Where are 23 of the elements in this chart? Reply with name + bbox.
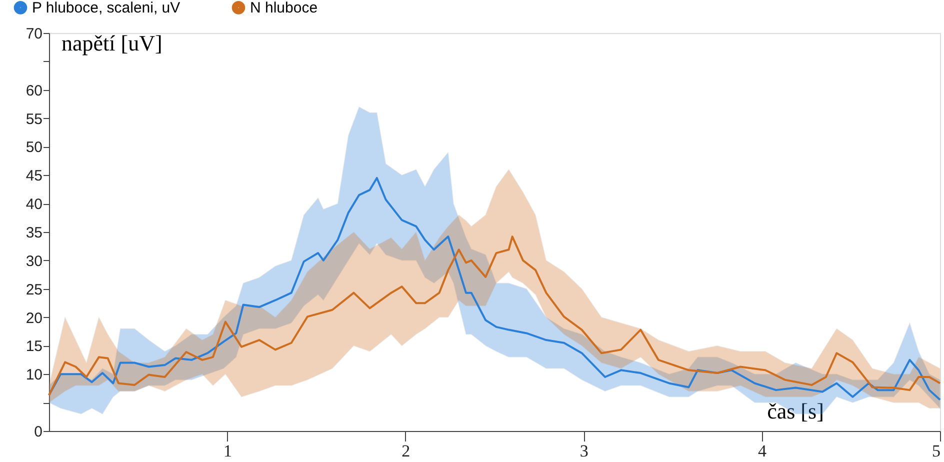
y-tick-label: 15 bbox=[26, 338, 42, 356]
y-tick-label: 20 bbox=[26, 310, 42, 327]
x-tick-label: 2 bbox=[402, 442, 410, 460]
y-tick-label: 70 bbox=[26, 26, 42, 42]
y-tick-label: 55 bbox=[26, 110, 42, 128]
y-tick-label: 35 bbox=[26, 224, 42, 242]
y-tick-label: 60 bbox=[26, 82, 42, 100]
y-tick-label: 30 bbox=[26, 252, 42, 270]
line-series bbox=[48, 236, 941, 396]
y-tick-label: 10 bbox=[26, 366, 42, 384]
x-tick-label: 4 bbox=[758, 442, 768, 460]
x-tick-label: 1 bbox=[223, 442, 232, 460]
x-tick-label: 5 bbox=[932, 442, 940, 460]
y-tick-label: 25 bbox=[26, 281, 42, 298]
y-tick-label: 50 bbox=[26, 139, 42, 156]
y-axis-title: napětí [uV] bbox=[62, 30, 162, 56]
legend-label: N hluboce bbox=[250, 0, 318, 17]
x-tick-label: 3 bbox=[580, 442, 588, 460]
y-tick-label: 0 bbox=[34, 424, 42, 440]
y-tick-label: 45 bbox=[26, 168, 42, 185]
x-axis-title: čas [s] bbox=[767, 398, 824, 424]
y-tick-label: 40 bbox=[26, 196, 42, 214]
legend-label: P hluboce, scaleni, uV bbox=[32, 0, 180, 17]
